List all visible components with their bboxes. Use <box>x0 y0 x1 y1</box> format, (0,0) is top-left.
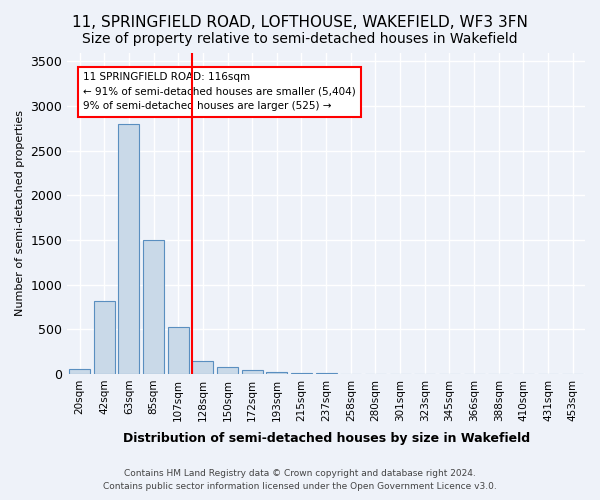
Bar <box>242 370 263 374</box>
Bar <box>266 372 287 374</box>
Y-axis label: Number of semi-detached properties: Number of semi-detached properties <box>15 110 25 316</box>
Text: Size of property relative to semi-detached houses in Wakefield: Size of property relative to semi-detach… <box>82 32 518 46</box>
X-axis label: Distribution of semi-detached houses by size in Wakefield: Distribution of semi-detached houses by … <box>122 432 530 445</box>
Bar <box>118 124 139 374</box>
Text: Contains HM Land Registry data © Crown copyright and database right 2024.
Contai: Contains HM Land Registry data © Crown c… <box>103 470 497 491</box>
Bar <box>69 370 90 374</box>
Text: 11 SPRINGFIELD ROAD: 116sqm
← 91% of semi-detached houses are smaller (5,404)
9%: 11 SPRINGFIELD ROAD: 116sqm ← 91% of sem… <box>83 72 356 112</box>
Bar <box>143 240 164 374</box>
Bar <box>168 326 189 374</box>
Bar <box>291 373 312 374</box>
Bar <box>193 360 214 374</box>
Bar <box>217 367 238 374</box>
Bar <box>94 300 115 374</box>
Text: 11, SPRINGFIELD ROAD, LOFTHOUSE, WAKEFIELD, WF3 3FN: 11, SPRINGFIELD ROAD, LOFTHOUSE, WAKEFIE… <box>72 15 528 30</box>
